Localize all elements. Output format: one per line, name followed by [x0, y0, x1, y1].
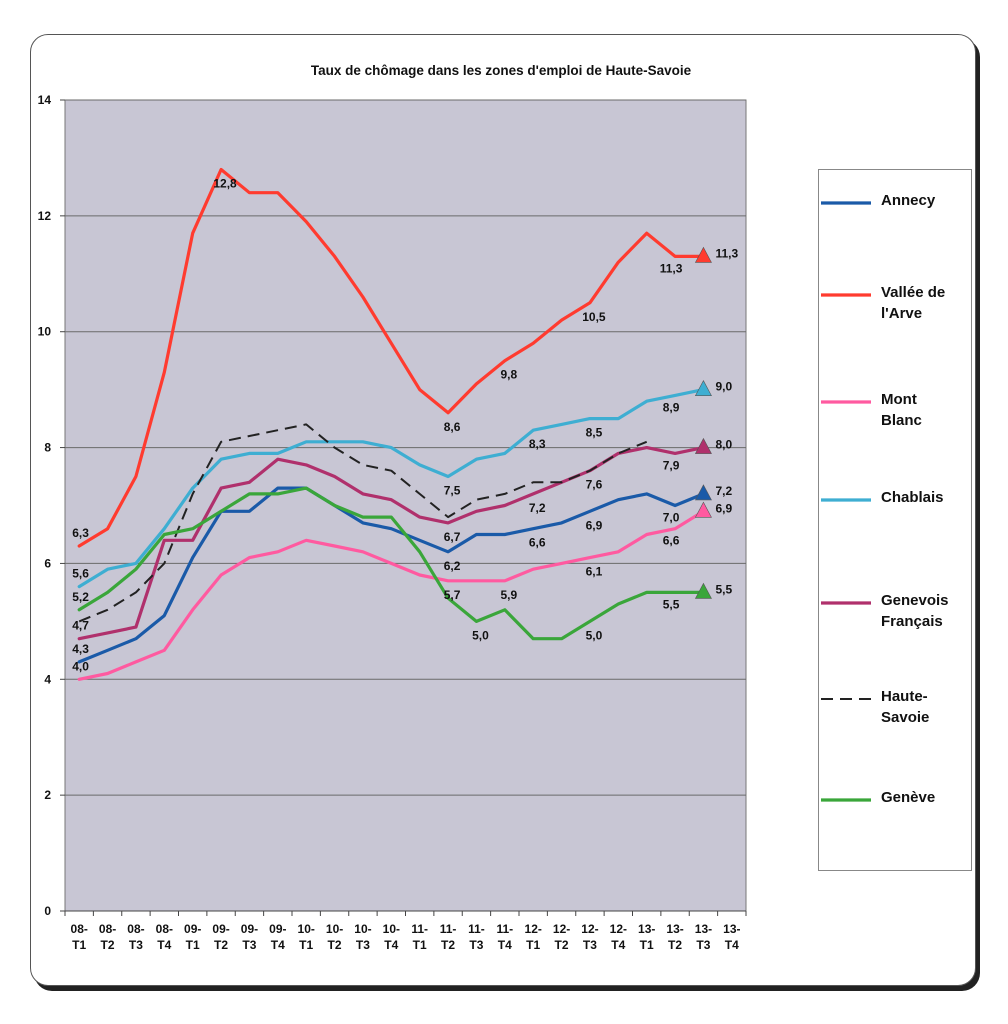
data-label: 4,3: [72, 642, 89, 656]
x-tick-label: 12-T4: [610, 922, 627, 952]
data-label: 4,0: [72, 659, 89, 673]
legend-label: Genevois Français: [881, 592, 949, 630]
series-line-haute-savoie: [78, 423, 648, 623]
y-tick-label: 6: [44, 556, 51, 570]
x-tick-label: 09-T2: [212, 922, 229, 952]
legend-label: Chablais: [881, 489, 944, 506]
series-line-vall-e-de-l-arve: [77, 167, 706, 548]
plot-area: [64, 99, 747, 912]
x-tick-label: 12-T1: [525, 922, 542, 952]
data-label: 6,6: [529, 536, 546, 550]
chart-title: Taux de chômage dans les zones d'emploi …: [311, 63, 692, 78]
data-label: 5,5: [663, 597, 680, 611]
data-label: 6,9: [586, 518, 603, 532]
series-marker-gen-ve: [694, 582, 712, 599]
data-label: 5,7: [444, 588, 461, 602]
data-label: 6,9: [715, 501, 732, 515]
x-tick-label: 10-T3: [354, 922, 371, 952]
legend-swatch: [821, 601, 871, 605]
data-label: 9,8: [500, 368, 517, 382]
data-label: 4,7: [72, 619, 89, 633]
data-label: 11,3: [715, 246, 738, 260]
legend-label: Mont Blanc: [881, 391, 922, 429]
y-tick-label: 8: [44, 441, 51, 455]
legend-swatch: [821, 293, 871, 297]
y-tick-label: 10: [38, 325, 52, 339]
data-label: 8,6: [444, 420, 461, 434]
x-tick-label: 12-T3: [581, 922, 598, 952]
x-tick-label: 11-T1: [411, 922, 428, 952]
data-label: 5,0: [586, 628, 603, 642]
x-tick-label: 11-T3: [468, 922, 485, 952]
x-tick-label: 08-T2: [99, 922, 116, 952]
x-tick-label: 12-T2: [553, 922, 570, 952]
data-label: 6,3: [72, 526, 89, 540]
data-label: 8,0: [715, 438, 732, 452]
series-marker-vall-e-de-l-arve: [694, 246, 712, 263]
data-label: 10,5: [582, 310, 606, 324]
x-tick-label: 10-T2: [326, 922, 343, 952]
x-tick-label: 08-T1: [71, 922, 88, 952]
series-line-genevois-fran-ais: [77, 446, 706, 641]
data-label: 7,5: [444, 484, 461, 498]
legend-swatch: [821, 498, 871, 502]
x-tick-label: 08-T3: [127, 922, 144, 952]
x-tick-label: 13-T2: [666, 922, 683, 952]
x-tick-label: 09-T4: [269, 922, 286, 952]
data-label: 7,6: [586, 478, 603, 492]
data-label: 7,9: [663, 458, 680, 472]
x-tick-label: 09-T1: [184, 922, 201, 952]
data-label: 5,6: [72, 567, 89, 581]
legend-label: Haute- Savoie: [881, 688, 930, 726]
x-tick-label: 08-T4: [156, 922, 173, 952]
series-marker-chablais: [694, 380, 712, 396]
data-label: 9,0: [715, 380, 732, 394]
data-label: 6,7: [444, 530, 461, 544]
data-label: 7,2: [715, 484, 732, 498]
legend-label: Annecy: [881, 192, 936, 209]
series-line-gen-ve: [77, 486, 706, 641]
legend: Annecy Vallée de l'Arve Mont Blanc Chablais…: [818, 169, 972, 871]
series-line-annecy: [77, 486, 706, 664]
data-label: 8,9: [663, 400, 680, 414]
legend-swatch: [821, 698, 871, 700]
data-label: 5,2: [72, 590, 89, 604]
x-tick-label: 13-T4: [723, 922, 740, 952]
legend-swatch: [821, 400, 871, 404]
data-label: 11,3: [660, 261, 683, 275]
data-label: 5,0: [472, 628, 489, 642]
data-label: 5,5: [715, 582, 732, 596]
data-label: 6,2: [444, 559, 461, 573]
y-tick-label: 4: [44, 672, 51, 686]
data-label: 7,0: [663, 511, 680, 525]
data-label: 6,6: [663, 534, 680, 548]
data-label: 8,3: [529, 437, 546, 451]
x-tick-label: 13-T1: [638, 922, 655, 952]
legend-label: Vallée de l'Arve: [881, 284, 946, 322]
y-tick-label: 12: [38, 209, 52, 223]
x-tick-label: 10-T4: [383, 922, 400, 952]
data-label: 8,5: [586, 426, 603, 440]
legend-swatch: [821, 201, 871, 205]
data-label: 5,9: [500, 588, 517, 602]
y-tick-label: 0: [44, 904, 51, 918]
data-label: 12,8: [213, 177, 237, 191]
series-marker-genevois-fran-ais: [694, 437, 712, 454]
y-tick-label: 2: [44, 788, 51, 802]
data-label: 6,1: [586, 565, 603, 579]
x-tick-label: 11-T4: [496, 922, 513, 952]
data-label: 7,2: [529, 501, 546, 515]
y-tick-label: 14: [38, 93, 52, 107]
legend-swatch: [821, 798, 871, 802]
x-tick-label: 13-T3: [695, 922, 712, 952]
series-line-mont-blanc: [77, 509, 706, 681]
x-tick-label: 10-T1: [298, 922, 315, 952]
series-marker-mont-blanc: [694, 501, 712, 518]
legend-label: Genève: [881, 789, 936, 806]
x-tick-label: 11-T2: [440, 922, 457, 952]
x-tick-label: 09-T3: [241, 922, 258, 952]
series-line-chablais: [77, 388, 706, 589]
series-marker-annecy: [694, 484, 712, 501]
